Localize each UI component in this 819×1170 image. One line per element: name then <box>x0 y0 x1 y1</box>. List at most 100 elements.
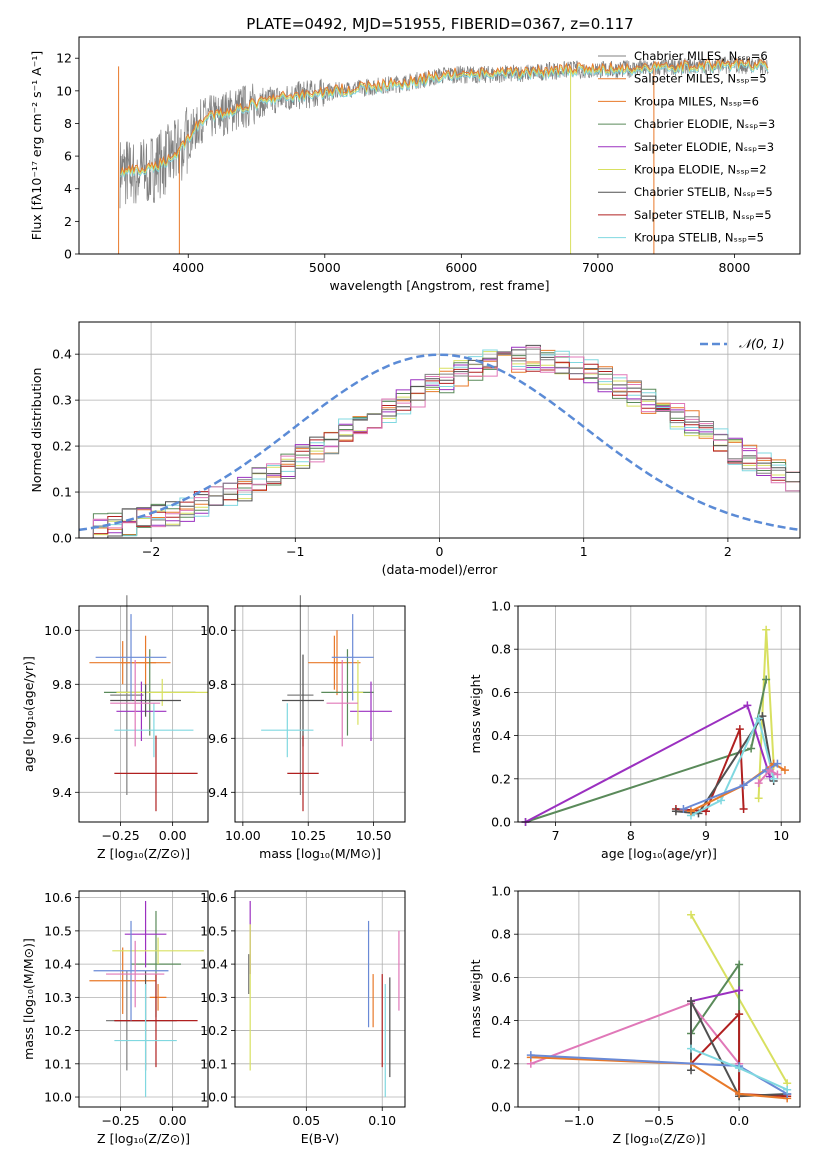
weight-series-line <box>690 989 740 1003</box>
y-tick-label: 12 <box>56 51 72 66</box>
normal-curve <box>78 353 801 532</box>
x-tick-label: 7000 <box>582 260 614 275</box>
y-tick-label: 9.8 <box>52 677 72 692</box>
y-tick-label: 10.6 <box>200 890 228 905</box>
y-tick-label: 10.2 <box>200 1023 228 1038</box>
weight-point-marker <box>762 675 771 684</box>
y-tick-label: 0.0 <box>491 815 511 830</box>
y-tick-label: 0.6 <box>491 685 511 700</box>
axes-frame <box>78 890 209 1108</box>
weight-point-marker <box>735 1064 744 1073</box>
weight-point-marker <box>735 1010 744 1019</box>
y-axis-label: Flux [fλ10⁻¹⁷ erg cm⁻² s⁻¹ A⁻¹] <box>29 51 44 240</box>
plot-marks <box>521 625 789 826</box>
y-tick-label: 10.4 <box>44 957 72 972</box>
histogram-step <box>79 346 800 539</box>
weight-point-marker <box>769 774 778 783</box>
weight-series-line <box>690 1000 788 1098</box>
x-tick-label: 0 <box>436 544 444 559</box>
plot-area <box>79 891 208 1107</box>
x-tick-label: 8000 <box>719 260 751 275</box>
axes-residual_hist: −2 −1 0 1 2 0.0 0.1 0.2 0.3 0.4 (data-model)/error… <box>29 321 801 577</box>
y-axis-label: age [log₁₀(age/yr)] <box>21 656 36 772</box>
x-tick-label: −2 <box>142 544 160 559</box>
y-axis-label: Normed distribution <box>29 368 44 493</box>
weight-point-marker <box>717 796 726 805</box>
y-tick-label: 10.2 <box>44 1023 72 1038</box>
weight-point-marker <box>754 779 763 788</box>
weight-point-marker <box>671 807 680 816</box>
weight-point-marker <box>686 807 695 816</box>
grid-lines <box>79 606 208 822</box>
plot-marks <box>526 910 792 1103</box>
plot-area <box>235 606 405 822</box>
y-tick-label: 2 <box>64 214 72 229</box>
y-tick-label: 10 <box>56 83 72 98</box>
x-tick-label: −0.25 <box>101 828 139 843</box>
y-tick-label: 10.0 <box>44 1090 72 1105</box>
legend-label: Chabrier ELODIE, Nₛₛₚ=3 <box>634 117 775 131</box>
spectrum-model-line <box>120 57 769 175</box>
x-tick-label: 0.05 <box>292 1113 320 1128</box>
weight-point-marker <box>526 1051 535 1060</box>
y-tick-label: 1.0 <box>491 884 511 899</box>
y-tick-label: 4 <box>64 181 72 196</box>
axes-frame <box>517 890 801 1108</box>
y-tick-label: 10.5 <box>44 923 72 938</box>
weight-point-marker <box>687 997 696 1006</box>
x-axis-label: (data-model)/error <box>382 562 499 577</box>
weight-point-marker <box>780 766 789 775</box>
y-tick-label: 10.4 <box>200 957 228 972</box>
x-axis-label: age [log₁₀(age/yr)] <box>601 846 717 861</box>
histogram-step <box>79 352 800 539</box>
y-axis-label: mass weight <box>468 674 483 753</box>
y-tick-label: 0.3 <box>52 393 72 408</box>
legend-label: 𝒩(0, 1) <box>739 336 785 351</box>
y-tick-label: 10.0 <box>44 623 72 638</box>
grid-lines <box>235 606 405 822</box>
axes-age_vs_mass: 10.00 10.25 10.50 9.4 9.6 9.8 10.0 mass [log₁₀(… <box>200 595 406 861</box>
y-tick-label: 9.4 <box>208 785 228 800</box>
x-tick-label: −0.5 <box>644 1113 674 1128</box>
spectrum-model-line <box>120 61 769 179</box>
axes-frame <box>517 605 801 823</box>
weight-point-marker <box>679 805 688 814</box>
y-tick-label: 9.8 <box>208 677 228 692</box>
y-tick-label: 0.6 <box>491 970 511 985</box>
plot-area <box>518 606 800 822</box>
plot-marks <box>78 344 801 539</box>
y-tick-label: 0.2 <box>491 771 511 786</box>
x-axis-label: wavelength [Angstrom, rest frame] <box>329 278 549 293</box>
y-axis-label: mass [log₁₀(M/M⊙)] <box>21 938 36 1060</box>
y-axis-label: mass weight <box>468 959 483 1038</box>
x-axis-label: mass [log₁₀(M/M⊙)] <box>259 846 381 861</box>
spectrum-legend: Chabrier MILES, Nₛₛₚ=6 Salpeter MILES, Nₛ… <box>598 49 775 245</box>
weight-point-marker <box>739 805 748 814</box>
x-tick-label: 0.00 <box>159 1113 187 1128</box>
axes-frame <box>78 36 801 255</box>
legend-label: Salpeter STELIB, Nₛₛₚ=5 <box>634 208 772 222</box>
histogram-step <box>79 349 800 539</box>
y-tick-label: 0 <box>64 247 72 262</box>
weight-point-marker <box>783 1085 792 1094</box>
axes-frame <box>234 890 406 1108</box>
x-tick-label: −0.25 <box>101 1113 139 1128</box>
y-tick-label: 0.0 <box>491 1100 511 1115</box>
weight-point-marker <box>735 986 744 995</box>
x-tick-label: 4000 <box>172 260 204 275</box>
y-tick-label: 10.5 <box>200 923 228 938</box>
y-tick-label: 0.8 <box>491 642 511 657</box>
axes-frame <box>234 605 406 823</box>
plot-marks <box>118 55 769 254</box>
x-tick-label: 10.25 <box>290 828 326 843</box>
grid-lines <box>79 891 208 1107</box>
y-tick-label: 0.2 <box>491 1056 511 1071</box>
x-tick-label: 6000 <box>445 260 477 275</box>
axes-weight_vs_Z: −1.0 −0.5 0.0 0.0 0.2 0.4 0.6 0.8 1.0 Z [log₁₀(Z/… <box>468 884 801 1146</box>
histogram-step <box>79 348 800 539</box>
weight-point-marker <box>762 625 771 634</box>
x-tick-label: 9 <box>702 828 710 843</box>
x-tick-label: −1.0 <box>564 1113 594 1128</box>
legend-label: Salpeter MILES, Nₛₛₚ=5 <box>634 72 767 86</box>
axes-mass_vs_Z: −0.25 0.00 10.0 10.1 10.2 10.3 10.4 10.5 10.6 Z [… <box>21 890 209 1146</box>
